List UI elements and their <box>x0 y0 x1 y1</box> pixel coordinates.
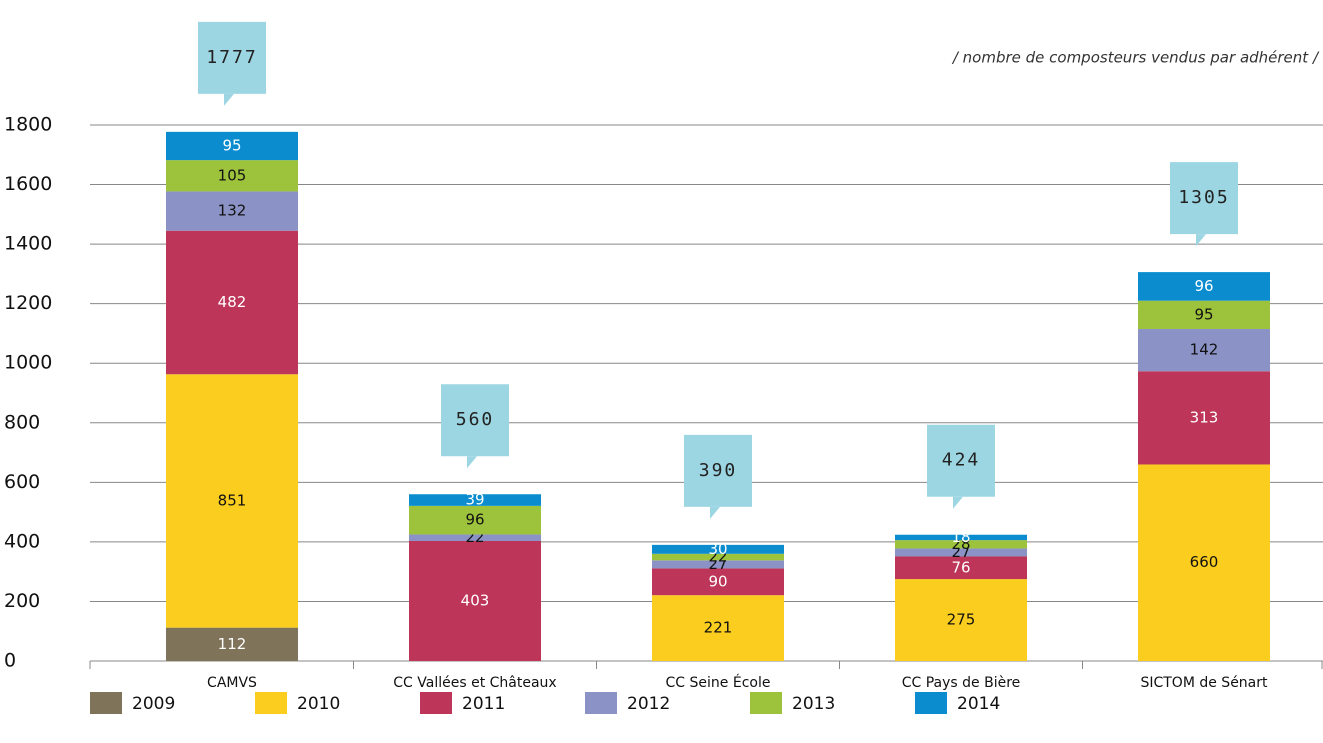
bar-segment <box>409 494 541 506</box>
total-label: 424 <box>942 450 981 471</box>
legend-swatch <box>90 692 122 714</box>
total-label: 1305 <box>1178 187 1229 208</box>
value-label: 18 <box>951 528 970 546</box>
callout-pointer <box>467 456 477 469</box>
value-label: 96 <box>465 511 484 529</box>
bar-segment <box>652 568 784 596</box>
value-label: 313 <box>1190 408 1219 426</box>
total-label: 560 <box>456 409 495 430</box>
value-label: 95 <box>222 136 241 154</box>
y-tick-label: 0 <box>4 650 16 672</box>
callout-pointer <box>953 496 963 509</box>
subtitle: / nombre de composteurs vendus par adhér… <box>951 49 1320 67</box>
bar-segment <box>1138 464 1270 661</box>
bar-segment <box>652 595 784 661</box>
value-label: 403 <box>461 591 490 609</box>
y-tick-label: 1400 <box>4 233 52 255</box>
bar-segment <box>895 579 1027 661</box>
value-label: 221 <box>704 619 733 637</box>
callout-pointer <box>1196 234 1206 247</box>
bar-segment <box>1138 328 1270 372</box>
value-label: 76 <box>951 558 970 576</box>
legend-label: 2010 <box>297 694 340 714</box>
legend-swatch <box>750 692 782 714</box>
bar-segment <box>166 627 298 661</box>
value-label: 95 <box>1194 305 1213 323</box>
callout-pointer <box>224 93 234 106</box>
legend-label: 2013 <box>792 694 835 714</box>
y-tick-label: 400 <box>4 530 40 552</box>
y-tick-label: 800 <box>4 411 40 433</box>
legend-label: 2014 <box>957 694 1000 714</box>
x-tick-label: SICTOM de Sénart <box>1140 675 1268 691</box>
bar-segment <box>1138 272 1270 301</box>
y-tick-label: 1200 <box>4 292 52 314</box>
legend-label: 2012 <box>627 694 670 714</box>
total-callout <box>684 434 752 507</box>
value-label: 112 <box>218 635 247 653</box>
y-tick-label: 1800 <box>4 114 52 136</box>
legend-swatch <box>420 692 452 714</box>
legend-swatch <box>585 692 617 714</box>
bar-segment <box>652 560 784 569</box>
value-label: 142 <box>1190 341 1219 359</box>
value-label: 851 <box>218 491 247 509</box>
legend-swatch <box>915 692 947 714</box>
value-label: 275 <box>947 611 976 629</box>
y-tick-label: 1600 <box>4 173 52 195</box>
value-label: 30 <box>708 540 727 558</box>
bar-segment <box>409 505 541 535</box>
bar-segment <box>166 131 298 161</box>
bar-segment <box>166 230 298 375</box>
bar-segment <box>166 374 298 628</box>
x-tick-label: CAMVS <box>207 675 257 691</box>
value-label: 482 <box>218 293 247 311</box>
legend-label: 2011 <box>462 694 505 714</box>
y-tick-label: 200 <box>4 590 40 612</box>
value-label: 90 <box>708 572 727 590</box>
value-label: 660 <box>1190 553 1219 571</box>
bar-segment <box>895 556 1027 580</box>
y-tick-label: 1000 <box>4 352 52 374</box>
value-label: 39 <box>465 491 484 509</box>
bar-segment <box>895 540 1027 549</box>
value-label: 105 <box>218 166 247 184</box>
total-label: 1777 <box>206 47 257 68</box>
bar-segment <box>409 540 541 661</box>
bar-segment <box>166 160 298 192</box>
legend-swatch <box>255 692 287 714</box>
value-label: 96 <box>1194 277 1213 295</box>
legend-label: 2009 <box>132 694 175 714</box>
x-tick-label: CC Pays de Bière <box>902 675 1021 691</box>
x-tick-label: CC Vallées et Châteaux <box>393 675 556 691</box>
bar-segment <box>895 534 1027 541</box>
callout-pointer <box>710 506 720 519</box>
bar-segment <box>1138 300 1270 329</box>
total-callout <box>1170 162 1238 235</box>
y-tick-label: 600 <box>4 471 40 493</box>
bar-segment <box>166 191 298 231</box>
total-callout <box>198 21 266 94</box>
total-callout <box>441 384 509 457</box>
bar-segment <box>409 534 541 541</box>
total-label: 390 <box>699 460 738 481</box>
value-label: 132 <box>218 202 247 220</box>
bar-segment <box>895 548 1027 557</box>
bar-segment <box>652 553 784 561</box>
bar-segment <box>1138 371 1270 465</box>
total-callout <box>927 424 995 497</box>
bar-segment <box>652 544 784 554</box>
x-tick-label: CC Seine École <box>666 674 771 691</box>
